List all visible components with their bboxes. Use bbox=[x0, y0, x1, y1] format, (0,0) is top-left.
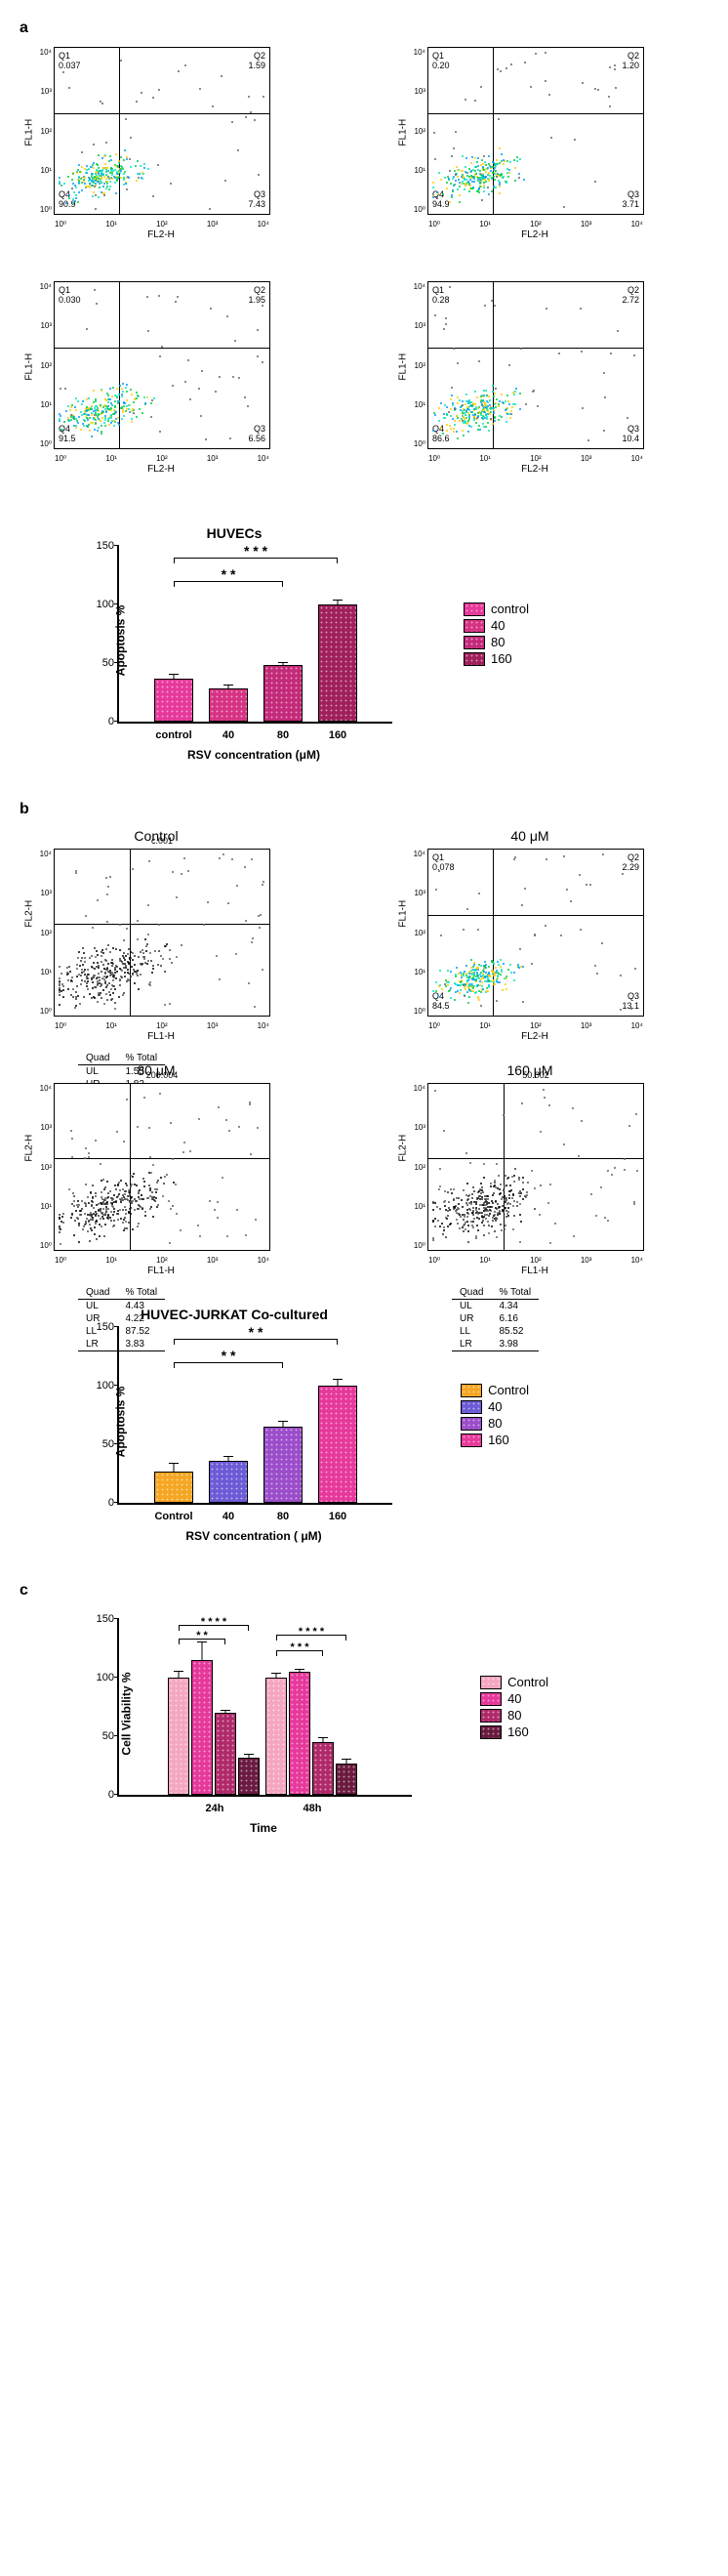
bar bbox=[336, 1764, 357, 1795]
significance: * * * * bbox=[201, 1616, 226, 1628]
scatter-plot: 160 μMFL2-H50.00210⁰10¹10²10³10⁴10⁰10¹10… bbox=[393, 1062, 667, 1277]
bar bbox=[318, 604, 357, 722]
significance: * * bbox=[222, 566, 236, 582]
scatter-plot: ControlFL2-Hc.00110⁰10¹10²10³10⁴10⁰10¹10… bbox=[20, 828, 293, 1043]
bar bbox=[289, 1672, 310, 1795]
panel-label-c: c bbox=[20, 1582, 708, 1600]
x-axis-label: FL2-H bbox=[427, 1031, 642, 1042]
bar bbox=[154, 679, 193, 722]
chart-title: HUVEC-JURKAT Co-cultured bbox=[78, 1307, 390, 1322]
bar bbox=[263, 1427, 303, 1503]
scatter-plot: FL1-HQ1 0.037Q2 1.59Q3 7.43Q4 90.910⁰10¹… bbox=[20, 47, 293, 262]
legend: Control4080160 bbox=[480, 1673, 548, 1741]
bar bbox=[263, 665, 303, 722]
x-tick: 40 bbox=[222, 1511, 234, 1522]
plot-area: Q1 0.030Q2 1.95Q3 6.56Q4 91.510⁰10¹10²10… bbox=[54, 281, 270, 449]
plot-title: 40 μM bbox=[393, 828, 667, 844]
bar bbox=[215, 1713, 236, 1795]
significance: * * * * bbox=[299, 1626, 324, 1638]
panel-label-a: a bbox=[20, 20, 708, 37]
plot-subtitle: c.001 bbox=[151, 836, 173, 846]
chart-title: HUVECs bbox=[78, 525, 390, 541]
x-tick: 48h bbox=[303, 1803, 322, 1814]
x-tick: 40 bbox=[222, 729, 234, 741]
plot-subtitle: 50.002 bbox=[522, 1070, 549, 1080]
bar bbox=[191, 1660, 213, 1795]
x-tick: 80 bbox=[277, 1511, 289, 1522]
scatter-plot: 80 μMFL2-H200.00410⁰10¹10²10³10⁴10⁰10¹10… bbox=[20, 1062, 293, 1277]
x-axis-label: FL2-H bbox=[427, 229, 642, 240]
scatter-grid-b: ControlFL2-Hc.00110⁰10¹10²10³10⁴10⁰10¹10… bbox=[20, 828, 708, 1277]
significance: * * * bbox=[291, 1641, 309, 1653]
x-axis-label: FL2-H bbox=[427, 464, 642, 475]
bar bbox=[209, 688, 248, 722]
legend: Control4080160 bbox=[461, 1381, 529, 1449]
x-tick: 160 bbox=[329, 1511, 346, 1522]
x-axis-label: FL1-H bbox=[427, 1266, 642, 1276]
bar bbox=[209, 1461, 248, 1503]
scatter-plot: FL1-HQ1 0.20Q2 1.20Q3 3.71Q4 94.910⁰10¹1… bbox=[393, 47, 667, 262]
plot-area: Q1 0.28Q2 2.72Q3 10.4Q4 86.610⁰10¹10²10³… bbox=[427, 281, 644, 449]
bar bbox=[265, 1678, 287, 1795]
plot-area: Q1 0.078Q2 2.29Q3 13.1Q4 84.510⁰10¹10²10… bbox=[427, 849, 644, 1017]
significance: * * bbox=[222, 1348, 236, 1363]
bar-chart: HUVEC-JURKAT Co-culturedApoptosis %05010… bbox=[78, 1307, 708, 1543]
bar bbox=[238, 1758, 260, 1795]
scatter-grid-a: FL1-HQ1 0.037Q2 1.59Q3 7.43Q4 90.910⁰10¹… bbox=[20, 47, 708, 496]
x-axis-label: FL1-H bbox=[54, 1266, 268, 1276]
panel-label-b: b bbox=[20, 801, 708, 818]
y-axis-label: Apoptosis % bbox=[113, 1387, 127, 1458]
plot-area: c.00110⁰10¹10²10³10⁴10⁰10¹10²10³10⁴ bbox=[54, 849, 270, 1017]
x-axis-label: FL2-H bbox=[54, 229, 268, 240]
x-axis-label: FL2-H bbox=[54, 464, 268, 475]
plot-area: Q1 0.20Q2 1.20Q3 3.71Q4 94.910⁰10¹10²10³… bbox=[427, 47, 644, 215]
bar bbox=[312, 1742, 334, 1795]
bar bbox=[154, 1472, 193, 1503]
y-axis-label: Apoptosis % bbox=[113, 605, 127, 677]
plot-subtitle: 200.004 bbox=[146, 1070, 179, 1080]
x-tick: control bbox=[155, 729, 191, 741]
plot-area: Q1 0.037Q2 1.59Q3 7.43Q4 90.910⁰10¹10²10… bbox=[54, 47, 270, 215]
bar bbox=[168, 1678, 189, 1795]
scatter-plot: FL1-HQ1 0.28Q2 2.72Q3 10.4Q4 86.610⁰10¹1… bbox=[393, 281, 667, 496]
significance: * * * bbox=[244, 543, 267, 559]
x-tick: 160 bbox=[329, 729, 346, 741]
legend: control4080160 bbox=[464, 600, 529, 668]
significance: * * bbox=[196, 1630, 208, 1641]
x-axis-label: Time bbox=[117, 1821, 410, 1835]
x-tick: 24h bbox=[206, 1803, 224, 1814]
x-axis-label: FL1-H bbox=[54, 1031, 268, 1042]
plot-area: 50.00210⁰10¹10²10³10⁴10⁰10¹10²10³10⁴ bbox=[427, 1083, 644, 1251]
scatter-plot: 40 μMFL1-HQ1 0.078Q2 2.29Q3 13.1Q4 84.51… bbox=[393, 828, 667, 1043]
plot-area: 200.00410⁰10¹10²10³10⁴10⁰10¹10²10³10⁴ bbox=[54, 1083, 270, 1251]
y-axis-label: Cell Viability % bbox=[120, 1672, 134, 1755]
x-tick: 80 bbox=[277, 729, 289, 741]
significance: * * bbox=[249, 1324, 263, 1340]
x-tick: Control bbox=[154, 1511, 192, 1522]
x-axis-label: RSV concentration (μM) bbox=[117, 748, 390, 762]
grouped-bar-chart: Cell Viability %05010015024h48h* ** * * … bbox=[78, 1619, 708, 1835]
x-axis-label: RSV concentration ( μM) bbox=[117, 1529, 390, 1543]
scatter-plot: FL1-HQ1 0.030Q2 1.95Q3 6.56Q4 91.510⁰10¹… bbox=[20, 281, 293, 496]
bar bbox=[318, 1386, 357, 1503]
bar-chart: HUVECsApoptosis %050100150control4080160… bbox=[78, 525, 708, 762]
